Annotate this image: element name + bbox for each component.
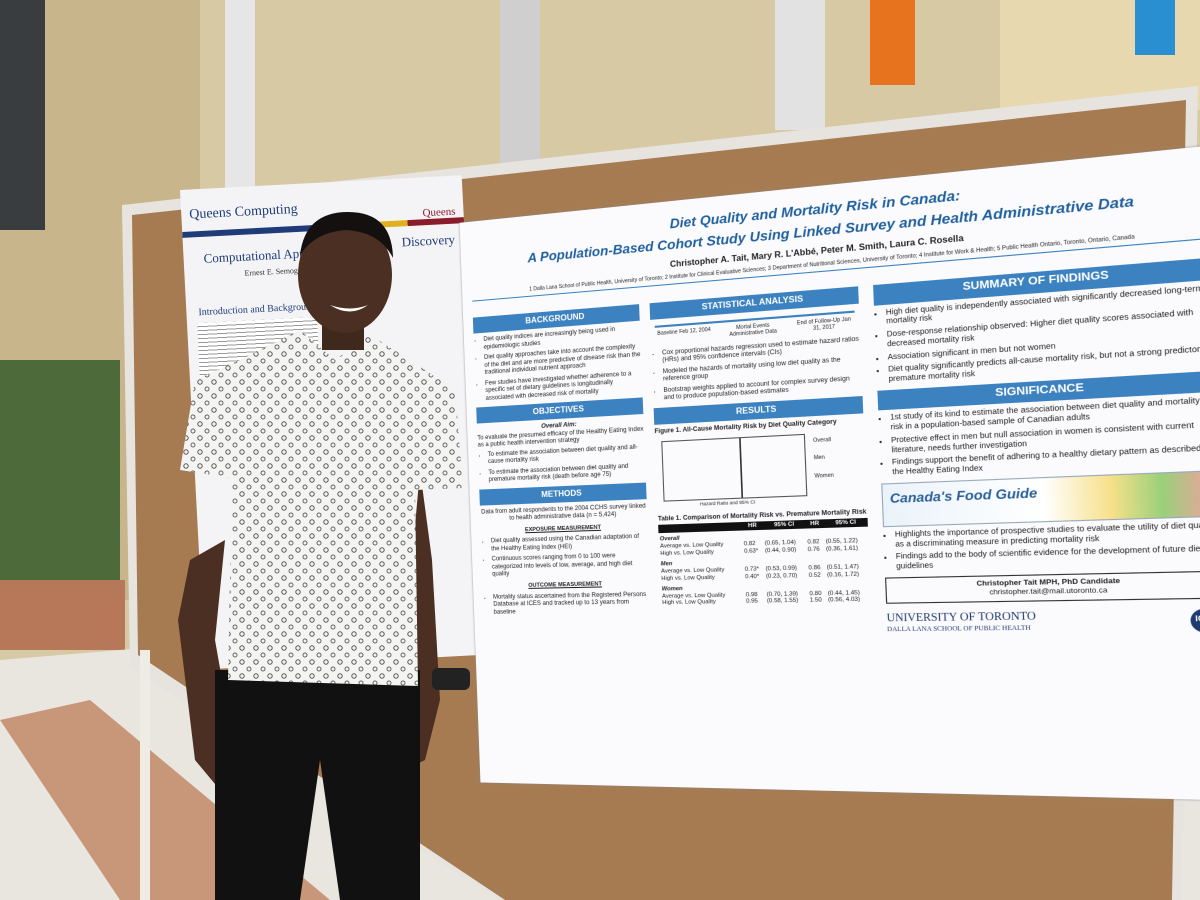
smile	[330, 305, 368, 312]
column	[775, 0, 825, 130]
window	[0, 0, 45, 230]
head	[298, 217, 392, 333]
plants	[0, 360, 120, 590]
planter	[0, 580, 125, 650]
shirt	[180, 330, 463, 686]
watch	[432, 668, 470, 690]
pipe	[500, 0, 540, 170]
trousers	[215, 670, 420, 900]
banner	[1135, 0, 1175, 55]
banner	[870, 0, 915, 85]
pipe	[225, 0, 255, 200]
hair	[300, 212, 393, 258]
board-leg	[140, 650, 150, 900]
